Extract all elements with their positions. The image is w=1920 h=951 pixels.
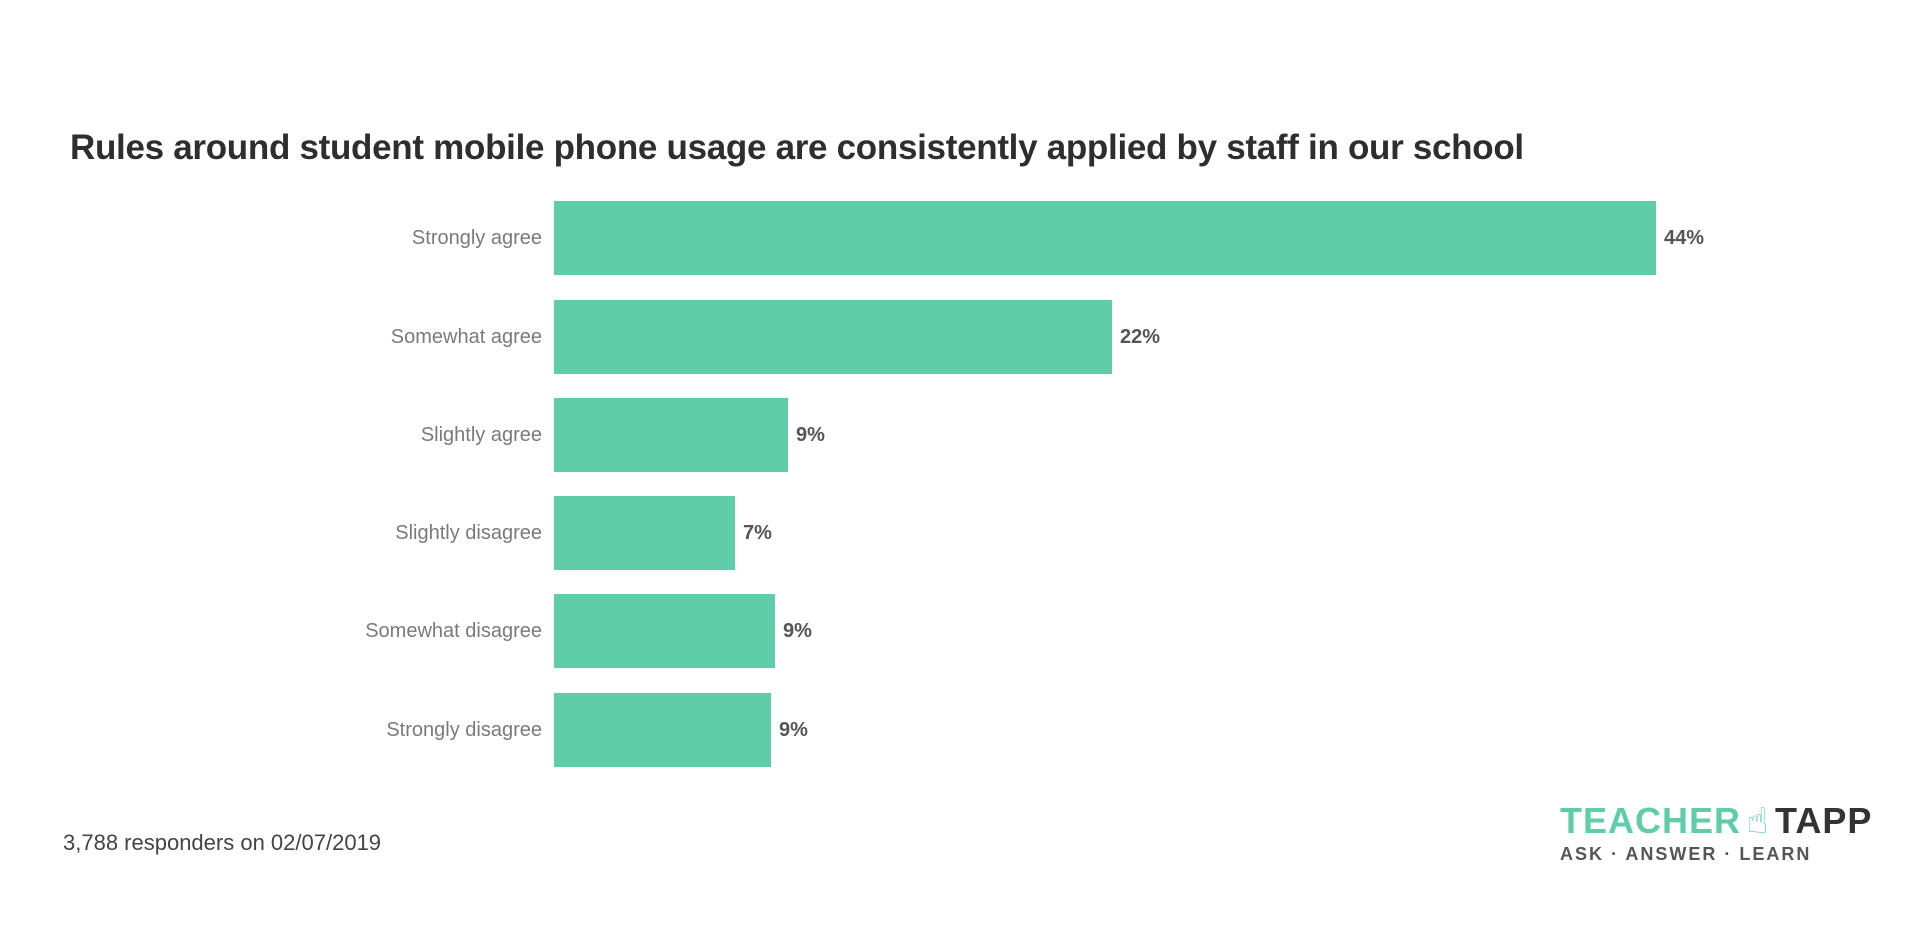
logo-tagline: ASK · ANSWER · LEARN (1560, 844, 1812, 864)
value-label: 9% (796, 424, 825, 446)
value-label: 44% (1664, 227, 1705, 249)
teacher-tapp-logo: TEACHER ☝ TAPP ASK · ANSWER · LEARN (1560, 800, 1871, 880)
bar-row: Slightly disagree 7% (0, 496, 1920, 570)
bar (554, 398, 788, 472)
category-label: Somewhat disagree (365, 620, 542, 642)
hand-tap-icon: ☝ (1746, 800, 1770, 841)
bar-row: Strongly agree 44% (0, 201, 1920, 275)
value-label: 7% (743, 522, 772, 544)
bar-row: Slightly agree 9% (0, 398, 1920, 472)
category-label: Slightly disagree (395, 522, 542, 544)
category-label: Strongly agree (411, 227, 542, 249)
logo-brand-right: TAPP (1775, 800, 1873, 841)
bar-row: Strongly disagree 9% (0, 693, 1920, 767)
bar (554, 693, 771, 767)
category-label: Slightly agree (420, 424, 542, 446)
bar (554, 300, 1112, 374)
bar (554, 594, 775, 668)
bar-row: Somewhat agree 22% (0, 300, 1920, 374)
category-label: Strongly disagree (386, 719, 542, 741)
category-label: Somewhat agree (390, 326, 542, 348)
bar (554, 496, 735, 570)
chart-title: Rules around student mobile phone usage … (70, 128, 1524, 167)
responders-note: 3,788 responders on 02/07/2019 (63, 830, 382, 855)
value-label: 22% (1120, 326, 1161, 348)
value-label: 9% (779, 719, 808, 741)
value-label: 9% (783, 620, 812, 642)
bar-row: Somewhat disagree 9% (0, 594, 1920, 668)
logo-brand-left: TEACHER (1560, 800, 1742, 841)
bar (554, 201, 1656, 275)
